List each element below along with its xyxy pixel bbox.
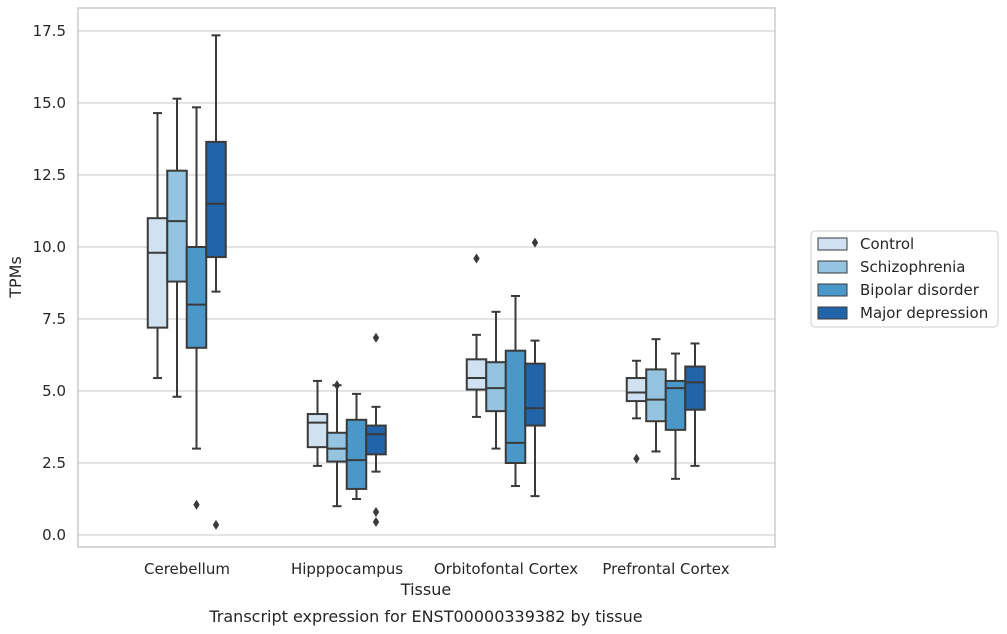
- plot-frame: [77, 7, 776, 548]
- y-tick-label: 15.0: [33, 94, 66, 112]
- box: [185, 106, 208, 510]
- x-tick-label: Cerebellum: [144, 560, 230, 578]
- box: [645, 338, 667, 453]
- box-iqr: [684, 365, 706, 411]
- box: [205, 34, 227, 530]
- outlier-point: [372, 506, 380, 517]
- box: [684, 342, 706, 467]
- box-iqr: [326, 431, 348, 463]
- y-tick-label: 7.5: [42, 310, 66, 328]
- box: [345, 392, 368, 500]
- legend-swatch: [817, 237, 848, 251]
- y-tick-label: 17.5: [33, 22, 66, 40]
- y-tick-label: 12.5: [33, 166, 66, 184]
- box: [625, 359, 648, 464]
- box-iqr: [645, 368, 667, 423]
- box-iqr: [524, 362, 546, 427]
- outlier-point: [372, 517, 380, 528]
- x-axis-label: Tissue: [400, 580, 451, 599]
- box-iqr: [365, 424, 387, 456]
- box-iqr: [146, 217, 169, 329]
- outlier-point: [473, 253, 480, 264]
- box-iqr: [205, 140, 227, 259]
- box: [485, 310, 507, 450]
- box-iqr: [306, 413, 329, 449]
- box-series: [146, 34, 706, 530]
- box: [166, 97, 188, 398]
- y-axis-label: TPMs: [6, 256, 25, 299]
- box-iqr: [485, 361, 507, 413]
- box: [365, 332, 387, 528]
- y-tick-labels: 0.0 2.5 5.0 7.5 10.0 12.5 15.0 17.5: [33, 22, 66, 544]
- box: [504, 294, 527, 488]
- y-tick-label: 10.0: [33, 238, 66, 256]
- box-iqr: [504, 349, 527, 464]
- y-tick-label: 2.5: [42, 454, 66, 472]
- legend-label: Bipolar disorder: [860, 281, 980, 299]
- box: [524, 237, 546, 498]
- legend-label: Control: [860, 235, 914, 253]
- y-tick-label: 5.0: [42, 382, 66, 400]
- legend-swatch: [817, 306, 848, 320]
- x-tick-label: Prefrontal Cortex: [602, 560, 729, 578]
- outlier-point: [193, 499, 200, 510]
- x-tick-labels: Cerebellum Hipppocampus Orbitofontal Corte…: [144, 560, 730, 578]
- x-tick-label: Orbitofontal Cortex: [434, 560, 578, 578]
- legend-swatch: [817, 283, 848, 297]
- box: [664, 352, 687, 480]
- outlier-point: [212, 519, 220, 530]
- box-iqr: [166, 169, 188, 283]
- figure-caption: Transcript expression for ENST0000033938…: [208, 607, 642, 626]
- outlier-point: [633, 453, 640, 464]
- box-iqr: [185, 246, 208, 349]
- box-iqr: [625, 377, 648, 403]
- y-tick-label: 0.0: [42, 526, 66, 544]
- legend-frame: [810, 230, 999, 328]
- legend-label: Schizophrenia: [860, 258, 965, 276]
- box: [306, 379, 329, 467]
- outlier-point: [531, 237, 539, 248]
- box: [146, 112, 169, 380]
- box-iqr: [345, 418, 368, 490]
- box-iqr: [465, 358, 488, 391]
- x-tick-label: Hipppocampus: [291, 560, 403, 578]
- outlier-point: [372, 332, 380, 343]
- legend-label: Major depression: [860, 304, 988, 322]
- legend-swatch: [817, 260, 848, 274]
- legend: Control Schizophrenia Bipolar disorder Majo…: [810, 230, 999, 328]
- outlier-point: [333, 380, 341, 391]
